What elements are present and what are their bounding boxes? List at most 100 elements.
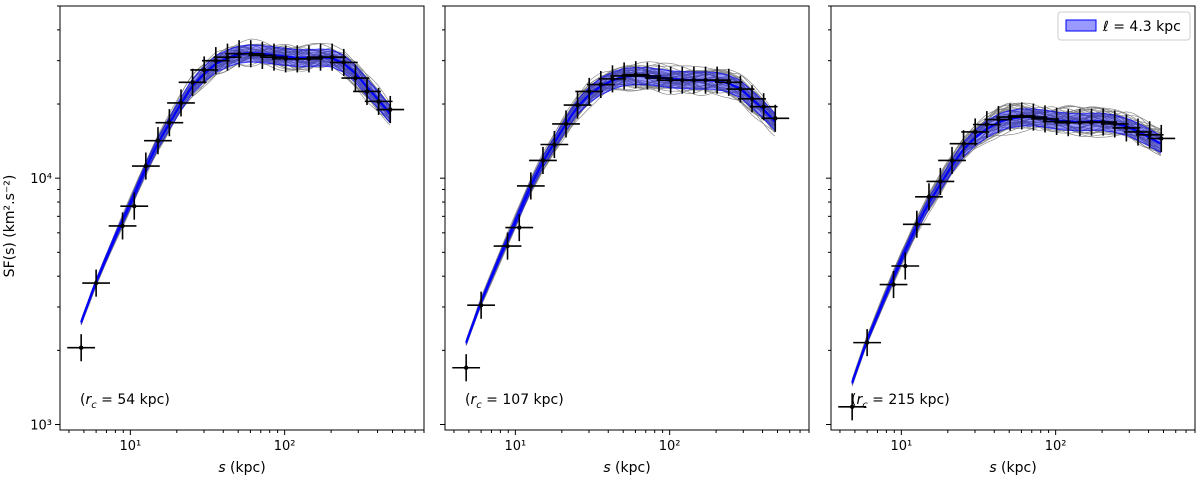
data-point bbox=[726, 80, 731, 85]
data-point bbox=[996, 117, 1001, 122]
axis-ticks: 10¹ 10² bbox=[440, 5, 810, 454]
data-point bbox=[575, 102, 580, 108]
data-point bbox=[201, 67, 207, 73]
data-point bbox=[714, 77, 720, 83]
data-point bbox=[540, 158, 546, 163]
data-point bbox=[225, 54, 230, 60]
legend-label: ℓ = 4.3 kpc bbox=[1102, 19, 1181, 35]
data-point bbox=[656, 75, 662, 81]
data-point bbox=[1124, 125, 1129, 131]
x-tick-label: 10² bbox=[659, 439, 681, 454]
data-point bbox=[167, 120, 172, 125]
data-point bbox=[155, 138, 161, 143]
data-point bbox=[1159, 136, 1164, 141]
y-axis-label: SF(s) (km².s⁻²) bbox=[2, 175, 18, 278]
data-point bbox=[598, 82, 604, 87]
plot-layer bbox=[452, 61, 790, 382]
x-tick-label: 10² bbox=[1045, 439, 1067, 454]
data-point bbox=[864, 340, 870, 345]
data-points-group bbox=[67, 40, 405, 362]
x-axis-label: s (kpc) bbox=[218, 460, 265, 476]
data-point bbox=[478, 303, 484, 308]
data-point bbox=[586, 89, 592, 94]
data-point bbox=[329, 54, 335, 60]
data-point bbox=[914, 222, 920, 227]
data-point bbox=[1100, 119, 1106, 125]
realization-curve bbox=[465, 81, 776, 346]
data-points-group bbox=[452, 61, 790, 382]
axes-frame bbox=[830, 5, 1196, 431]
data-point bbox=[120, 223, 125, 229]
plot-area bbox=[838, 102, 1176, 421]
data-point bbox=[143, 163, 149, 169]
data-point bbox=[190, 80, 195, 85]
model-line bbox=[80, 51, 391, 323]
legend-swatch bbox=[1065, 19, 1097, 32]
panel-right: 10¹ 10² (rc = 215 kpc) s (kpc) bbox=[826, 5, 1196, 476]
x-axis-label: s (kpc) bbox=[603, 460, 650, 476]
data-point bbox=[926, 194, 932, 200]
data-points-group bbox=[838, 102, 1176, 421]
legend-box bbox=[1057, 11, 1191, 41]
data-point bbox=[178, 100, 184, 106]
data-point bbox=[849, 404, 855, 410]
realization-curve bbox=[80, 38, 391, 320]
axes-frame bbox=[59, 5, 425, 431]
panel-middle: 10¹ 10² (rc = 107 kpc) s (kpc) bbox=[440, 5, 810, 476]
data-point bbox=[738, 86, 743, 92]
plot-area bbox=[452, 61, 790, 382]
data-point bbox=[528, 183, 534, 189]
data-point bbox=[1147, 132, 1152, 138]
legend: ℓ = 4.3 kpc bbox=[1057, 11, 1191, 41]
data-point bbox=[773, 116, 778, 121]
core-radius-annotation: (rc = 54 kpc) bbox=[80, 392, 170, 411]
plot-layer bbox=[838, 102, 1176, 421]
y-tick-label: 10⁴ bbox=[30, 172, 52, 187]
data-point bbox=[78, 345, 84, 350]
realization-curve bbox=[851, 123, 1162, 385]
x-tick-label: 10¹ bbox=[890, 439, 912, 454]
axis-ticks: 10¹ 10² bbox=[826, 5, 1196, 454]
data-point bbox=[972, 129, 978, 135]
data-point bbox=[610, 76, 615, 82]
data-point bbox=[93, 280, 99, 286]
data-point bbox=[563, 121, 569, 127]
data-point bbox=[903, 263, 908, 269]
data-point bbox=[961, 141, 966, 146]
x-tick-label: 10¹ bbox=[119, 439, 141, 454]
axis-ticks: 10¹ 10² 10³ 10⁴ bbox=[30, 5, 425, 454]
axes-frame bbox=[444, 5, 810, 431]
data-point bbox=[213, 58, 219, 63]
realization-curve bbox=[851, 104, 1161, 380]
data-point bbox=[388, 107, 393, 112]
x-axis-label: s (kpc) bbox=[989, 460, 1036, 476]
data-point bbox=[353, 75, 358, 81]
data-point bbox=[364, 89, 370, 94]
core-radius-annotation: (rc = 107 kpc) bbox=[465, 392, 564, 411]
core-radius-annotation: (rc = 215 kpc) bbox=[851, 392, 950, 411]
data-point bbox=[552, 142, 557, 147]
plot-layer bbox=[67, 38, 405, 362]
data-point bbox=[761, 104, 766, 109]
data-point bbox=[1135, 129, 1141, 135]
data-point bbox=[132, 203, 137, 209]
data-point bbox=[505, 243, 510, 249]
x-tick-label: 10² bbox=[274, 439, 296, 454]
data-point bbox=[376, 99, 381, 104]
data-point bbox=[749, 96, 755, 102]
data-point bbox=[891, 282, 896, 287]
y-tick-label: 10³ bbox=[30, 419, 52, 434]
data-point bbox=[1042, 116, 1048, 122]
data-point bbox=[517, 225, 522, 230]
data-point bbox=[949, 158, 955, 163]
data-point bbox=[1112, 121, 1117, 127]
data-point bbox=[984, 122, 990, 127]
plot-area bbox=[67, 38, 405, 362]
x-tick-label: 10¹ bbox=[504, 439, 526, 454]
data-point bbox=[645, 73, 650, 79]
data-point bbox=[463, 365, 469, 370]
data-point bbox=[938, 179, 943, 184]
panel-left: 10¹ 10² 10³ 10⁴ (rc = 54 kpc) s (kpc) bbox=[30, 5, 425, 476]
